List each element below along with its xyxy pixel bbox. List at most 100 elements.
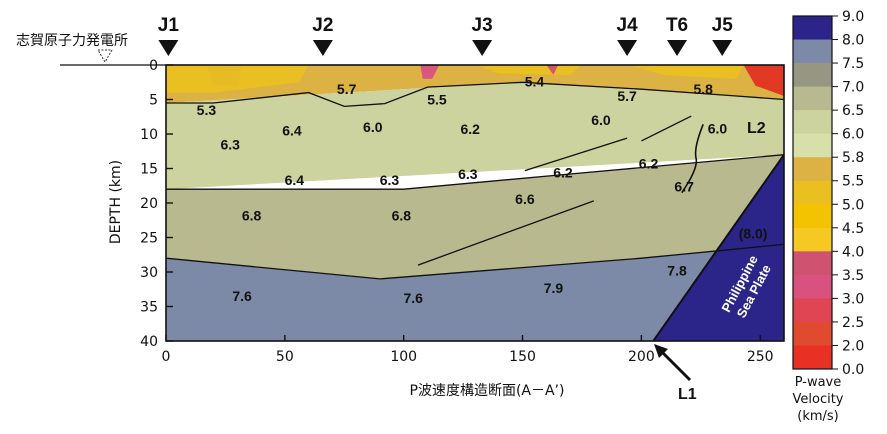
- velocity-label: 5.4: [525, 74, 545, 90]
- velocity-label: 5.7: [617, 88, 637, 104]
- station-label: J4: [617, 15, 639, 36]
- colorbar-swatch: [793, 86, 832, 111]
- layer-upper-crust: [166, 82, 784, 190]
- colorbar-frame: [792, 15, 833, 370]
- station-label: J3: [472, 15, 493, 36]
- velocity-label: 6.4: [282, 123, 302, 139]
- velocity-label: 6.6: [515, 191, 535, 207]
- velocity-label: 6.0: [363, 119, 383, 135]
- anomaly-4: [546, 65, 559, 75]
- colorbar-swatch: [793, 110, 832, 135]
- colorbar-swatch: [793, 345, 832, 370]
- stations: J1 J2 J3 J4 T6 J5: [97, 15, 733, 63]
- section-fill: [166, 65, 784, 341]
- velocity-label: 6.2: [639, 156, 659, 172]
- velocity-label: 6.2: [553, 165, 573, 181]
- station-label: J2: [312, 15, 333, 36]
- velocity-label: 5.7: [337, 81, 357, 97]
- colorbar-label: 0.0: [842, 362, 864, 378]
- colorbar-label: 5.0: [842, 197, 864, 213]
- layer-surface: [166, 65, 784, 103]
- y-tick-label: 0: [149, 58, 158, 74]
- reflector-1: [641, 115, 692, 142]
- station-label: T6: [666, 15, 688, 36]
- colorbar-swatch: [793, 157, 832, 182]
- velocity-label: 6.8: [242, 207, 262, 223]
- station-triangle-icon: [667, 40, 688, 56]
- axes: 0 50 100 150 200 250 0 5 10 15 20 25 30 35 40: [60, 58, 785, 365]
- colorbar-label: 5.8: [842, 150, 864, 166]
- boundary-0: [166, 81, 784, 108]
- x-tick-label: 0: [162, 349, 171, 365]
- velocity-label: 7.6: [403, 290, 423, 306]
- colorbar-label: 8.0: [842, 33, 864, 49]
- station-triangle-icon: [617, 40, 638, 56]
- y-tick-label: 10: [140, 127, 158, 143]
- y-tick-label: 35: [140, 300, 158, 316]
- reflector-0: [524, 137, 628, 172]
- station-label: J1: [158, 15, 180, 36]
- colorbar-swatch: [793, 251, 832, 276]
- y-tick-label: 30: [140, 265, 158, 281]
- reflector-2: [417, 200, 595, 266]
- velocity-label: 6.3: [380, 172, 400, 188]
- velocity-label: 6.7: [674, 178, 694, 194]
- anomaly-5: [743, 65, 784, 96]
- colorbar-label: 3.5: [842, 268, 864, 284]
- colorbar-title: (km/s): [797, 409, 839, 424]
- y-tick-label: 20: [140, 196, 158, 212]
- velocity-label: 7.9: [544, 280, 564, 296]
- y-axis-label: DEPTH (km): [108, 160, 124, 244]
- colorbar-swatch: [793, 227, 832, 252]
- station-triangle-icon: [158, 40, 179, 56]
- colorbar-swatch: [793, 133, 832, 158]
- colorbar-swatch: [793, 204, 832, 229]
- colorbar-swatch: [793, 298, 832, 323]
- colorbar-swatch: [793, 180, 832, 205]
- velocity-label: 6.4: [285, 172, 305, 188]
- velocity-label: 6.3: [220, 136, 240, 152]
- colorbar-label: 6.0: [842, 127, 864, 143]
- x-tick-label: 50: [276, 349, 294, 365]
- site-label: 志賀原子力発電所: [16, 33, 128, 49]
- velocity-label: 6.2: [461, 121, 481, 137]
- colorbar-label: 2.0: [842, 338, 864, 354]
- colorbar-swatch: [793, 63, 832, 88]
- l1-arrow-shaft: [660, 350, 692, 382]
- slab-top: [652, 154, 784, 341]
- velocity-label: 5.8: [693, 81, 713, 97]
- colorbar-label: 4.0: [842, 244, 864, 260]
- colorbar-label: 7.0: [842, 80, 864, 96]
- anomaly-1: [166, 65, 309, 93]
- station-triangle-icon: [312, 40, 333, 56]
- fault-label-l1: L1: [678, 386, 697, 403]
- velocity-label: 7.6: [232, 288, 252, 304]
- colorbar-swatch: [793, 16, 832, 41]
- l1-arrow-head: [654, 344, 668, 358]
- colorbar-title: P-wave: [795, 375, 842, 390]
- y-tick-label: 40: [140, 334, 158, 350]
- y-tick-label: 25: [140, 231, 158, 247]
- fault-label-l2: L2: [747, 120, 766, 137]
- colorbar: 9.0 8.0 7.5 7.0 6.5 6.0 5.8 5.5 5.0 4.5 4.0 3.5 3.0 2…: [792, 9, 864, 424]
- fault-l2-line: [681, 124, 704, 194]
- colorbar-label: 4.5: [842, 221, 864, 237]
- colorbar-label: 5.5: [842, 174, 864, 190]
- colorbar-swatch: [793, 274, 832, 299]
- station-triangle-icon: [712, 40, 733, 56]
- velocity-label: 5.5: [427, 92, 447, 108]
- velocity-label: 6.3: [458, 166, 478, 182]
- velocity-label: 6.8: [392, 207, 412, 223]
- site-marker-icon: [97, 49, 113, 63]
- station-triangle-icon: [472, 40, 493, 56]
- x-tick-label: 100: [390, 349, 417, 365]
- velocity-label: 6.0: [591, 112, 611, 128]
- velocity-label: 5.3: [197, 102, 217, 118]
- plot-area: [166, 65, 784, 341]
- colorbar-title: Velocity: [793, 392, 844, 407]
- boundary-1: [166, 154, 784, 190]
- velocity-label: 7.8: [667, 263, 687, 279]
- layer-lower-crust: [166, 244, 784, 341]
- x-tick-label: 250: [747, 349, 774, 365]
- colorbar-label: 6.5: [842, 103, 864, 119]
